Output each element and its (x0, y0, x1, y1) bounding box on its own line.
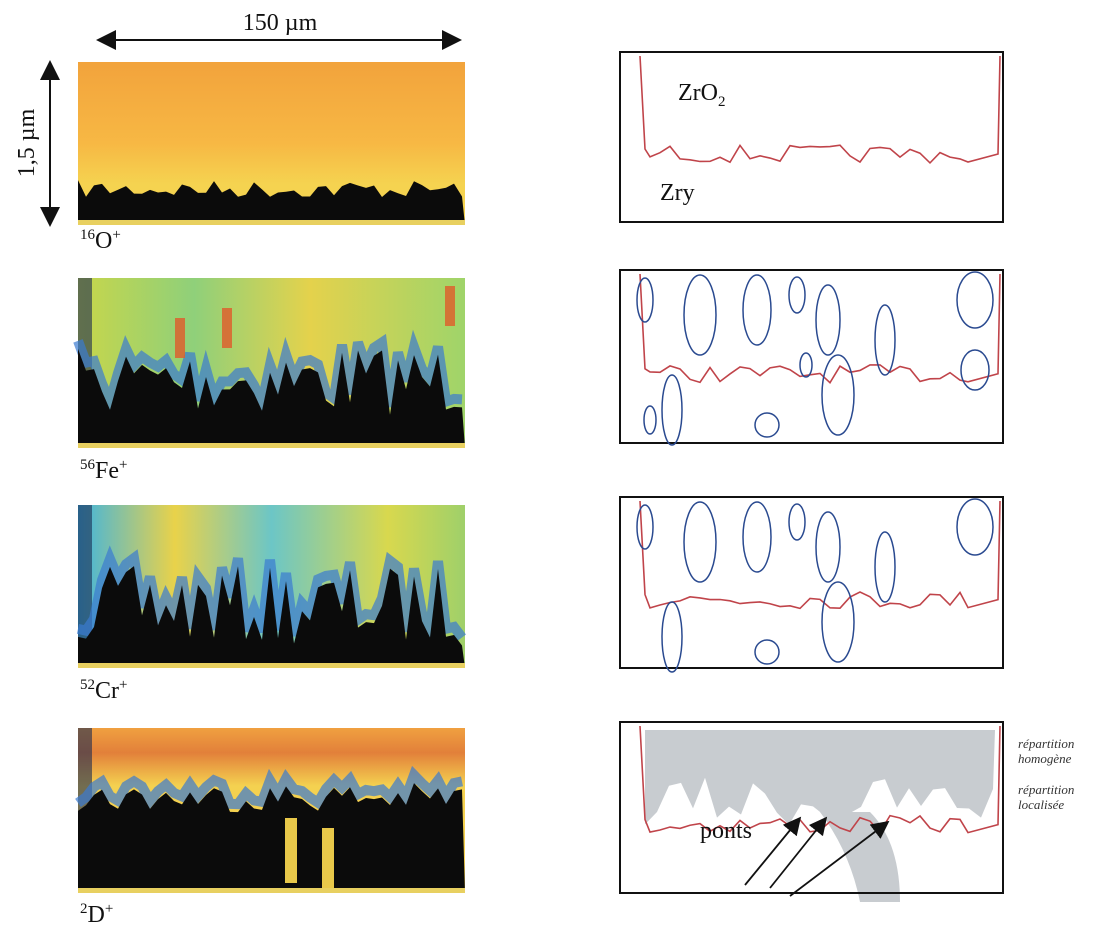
sketch-frame (620, 270, 1003, 443)
precipitate (684, 502, 716, 582)
precipitate (789, 504, 805, 540)
sketch-frame (620, 497, 1003, 668)
hot-spot (222, 308, 232, 348)
deuterium-plume (820, 812, 900, 902)
metal-label: Zry (660, 180, 695, 206)
precipitate (637, 505, 653, 549)
map-label: 56Fe+ (80, 457, 127, 484)
bridge-arrow (770, 818, 826, 888)
precipitate (644, 406, 656, 434)
figure: 150 µm 1,5 µm 16O+ 56Fe+ 52Cr+ 2D+ ZrO2 … (0, 0, 1100, 929)
map-label: 52Cr+ (80, 677, 127, 704)
bridge-arrow (745, 818, 800, 885)
oxide-label: ZrO2 (678, 80, 725, 110)
precipitate (822, 355, 854, 435)
precipitate (800, 353, 812, 377)
map-strip (78, 443, 465, 448)
interface-line (640, 274, 1000, 383)
map-label: 16O+ (80, 227, 121, 254)
bridges-label: ponts (700, 818, 752, 844)
deep-path (285, 818, 297, 883)
precipitate (822, 582, 854, 662)
hot-spot (175, 318, 185, 358)
hot-spot (445, 286, 455, 326)
depth-label: 1,5 µm (14, 108, 40, 177)
precipitate (743, 502, 771, 572)
width-label: 150 µm (243, 10, 318, 36)
precipitate (743, 275, 771, 345)
precipitate (961, 350, 989, 390)
precipitate (875, 532, 895, 602)
precipitate (637, 278, 653, 322)
precipitate (789, 277, 805, 313)
map-label: 2D+ (80, 901, 113, 928)
precipitate (755, 640, 779, 664)
precipitate (875, 305, 895, 375)
map-strip (78, 663, 465, 668)
interface-line (640, 56, 1000, 163)
precipitate (662, 375, 682, 445)
precipitate (957, 272, 993, 328)
interface-line (640, 501, 1000, 608)
map-strip (78, 220, 465, 225)
deep-path (322, 828, 334, 893)
precipitate (662, 602, 682, 672)
deuterium-zone (645, 730, 995, 825)
precipitate (755, 413, 779, 437)
precipitate (816, 285, 840, 355)
precipitate (684, 275, 716, 355)
precipitate (957, 499, 993, 555)
map-strip (78, 888, 465, 893)
precipitate (816, 512, 840, 582)
